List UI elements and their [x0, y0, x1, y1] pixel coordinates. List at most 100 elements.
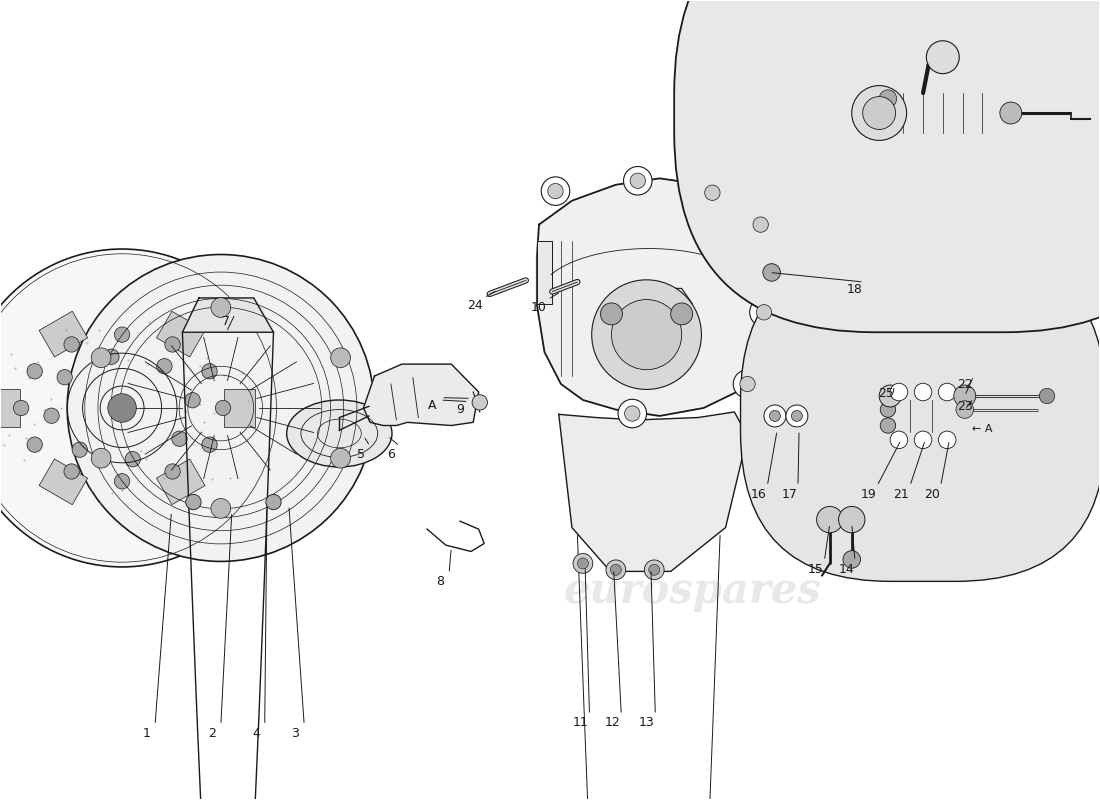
Text: 11: 11	[573, 716, 588, 730]
Circle shape	[764, 405, 785, 427]
Circle shape	[578, 558, 588, 569]
Circle shape	[879, 90, 896, 107]
Circle shape	[573, 554, 593, 574]
Circle shape	[67, 254, 374, 562]
Circle shape	[201, 364, 217, 379]
Circle shape	[28, 364, 42, 379]
Circle shape	[785, 405, 807, 427]
Circle shape	[266, 494, 282, 510]
Text: 6: 6	[387, 448, 395, 461]
Circle shape	[747, 210, 774, 239]
Circle shape	[156, 358, 172, 374]
Text: 9: 9	[456, 403, 464, 416]
Text: eurospares: eurospares	[564, 303, 822, 346]
Circle shape	[754, 217, 768, 232]
Text: 17: 17	[781, 487, 798, 501]
Circle shape	[216, 400, 231, 416]
Circle shape	[185, 393, 200, 408]
Circle shape	[612, 299, 682, 370]
Text: ← A: ← A	[972, 425, 993, 434]
Bar	[0, 389, 20, 427]
Circle shape	[172, 431, 187, 446]
Text: eurospares: eurospares	[70, 303, 328, 346]
Text: 20: 20	[924, 487, 939, 501]
Circle shape	[114, 327, 130, 342]
Text: 18: 18	[847, 283, 864, 297]
Text: 23: 23	[957, 400, 972, 413]
Text: 21: 21	[893, 487, 909, 501]
FancyBboxPatch shape	[740, 250, 1100, 582]
Bar	[40, 459, 88, 505]
Circle shape	[791, 410, 802, 422]
Circle shape	[938, 431, 956, 449]
Polygon shape	[537, 178, 769, 416]
Text: eurospares: eurospares	[564, 570, 822, 612]
Circle shape	[103, 349, 119, 365]
Circle shape	[880, 418, 895, 433]
Circle shape	[165, 464, 180, 479]
Circle shape	[740, 376, 756, 392]
Circle shape	[601, 303, 623, 325]
Circle shape	[862, 97, 895, 130]
Circle shape	[606, 560, 626, 580]
Circle shape	[671, 303, 693, 325]
Circle shape	[618, 399, 647, 428]
Circle shape	[186, 494, 201, 510]
Circle shape	[108, 394, 136, 422]
Circle shape	[211, 498, 231, 518]
Text: 12: 12	[605, 716, 620, 730]
Text: 16: 16	[750, 487, 767, 501]
Ellipse shape	[287, 400, 392, 467]
Circle shape	[472, 394, 487, 410]
Text: 2: 2	[208, 726, 216, 740]
Circle shape	[91, 448, 111, 468]
Circle shape	[331, 348, 351, 368]
Circle shape	[1040, 388, 1055, 404]
Bar	[40, 311, 88, 357]
Text: 25: 25	[878, 387, 893, 400]
Circle shape	[851, 86, 906, 141]
Text: 15: 15	[807, 562, 824, 575]
Circle shape	[956, 401, 974, 418]
Circle shape	[698, 178, 727, 207]
Text: 1: 1	[142, 726, 151, 740]
Circle shape	[114, 474, 130, 489]
Circle shape	[0, 249, 282, 567]
Circle shape	[734, 370, 762, 398]
Circle shape	[954, 385, 976, 407]
Circle shape	[763, 264, 780, 282]
Circle shape	[64, 337, 79, 352]
Circle shape	[649, 564, 660, 575]
Circle shape	[757, 305, 771, 320]
Circle shape	[125, 451, 141, 467]
Circle shape	[890, 431, 908, 449]
Circle shape	[541, 177, 570, 206]
Text: 5: 5	[358, 448, 365, 461]
Bar	[156, 311, 205, 357]
Polygon shape	[183, 298, 274, 332]
Circle shape	[44, 408, 59, 423]
Circle shape	[625, 406, 640, 422]
Circle shape	[630, 173, 646, 189]
Circle shape	[57, 370, 73, 385]
Circle shape	[165, 337, 180, 352]
Circle shape	[201, 437, 217, 452]
Polygon shape	[769, 402, 802, 436]
Circle shape	[879, 385, 901, 407]
Circle shape	[880, 402, 895, 418]
Circle shape	[705, 185, 720, 200]
Text: 22: 22	[957, 378, 972, 390]
Circle shape	[331, 448, 351, 468]
Polygon shape	[537, 241, 552, 304]
Circle shape	[13, 400, 29, 416]
Text: 14: 14	[838, 562, 854, 575]
Circle shape	[64, 464, 79, 479]
Circle shape	[592, 280, 702, 390]
Circle shape	[645, 560, 664, 580]
Circle shape	[926, 41, 959, 74]
Circle shape	[610, 564, 621, 575]
Circle shape	[548, 183, 563, 199]
Polygon shape	[559, 412, 748, 571]
Circle shape	[624, 166, 652, 195]
Text: 13: 13	[639, 716, 654, 730]
